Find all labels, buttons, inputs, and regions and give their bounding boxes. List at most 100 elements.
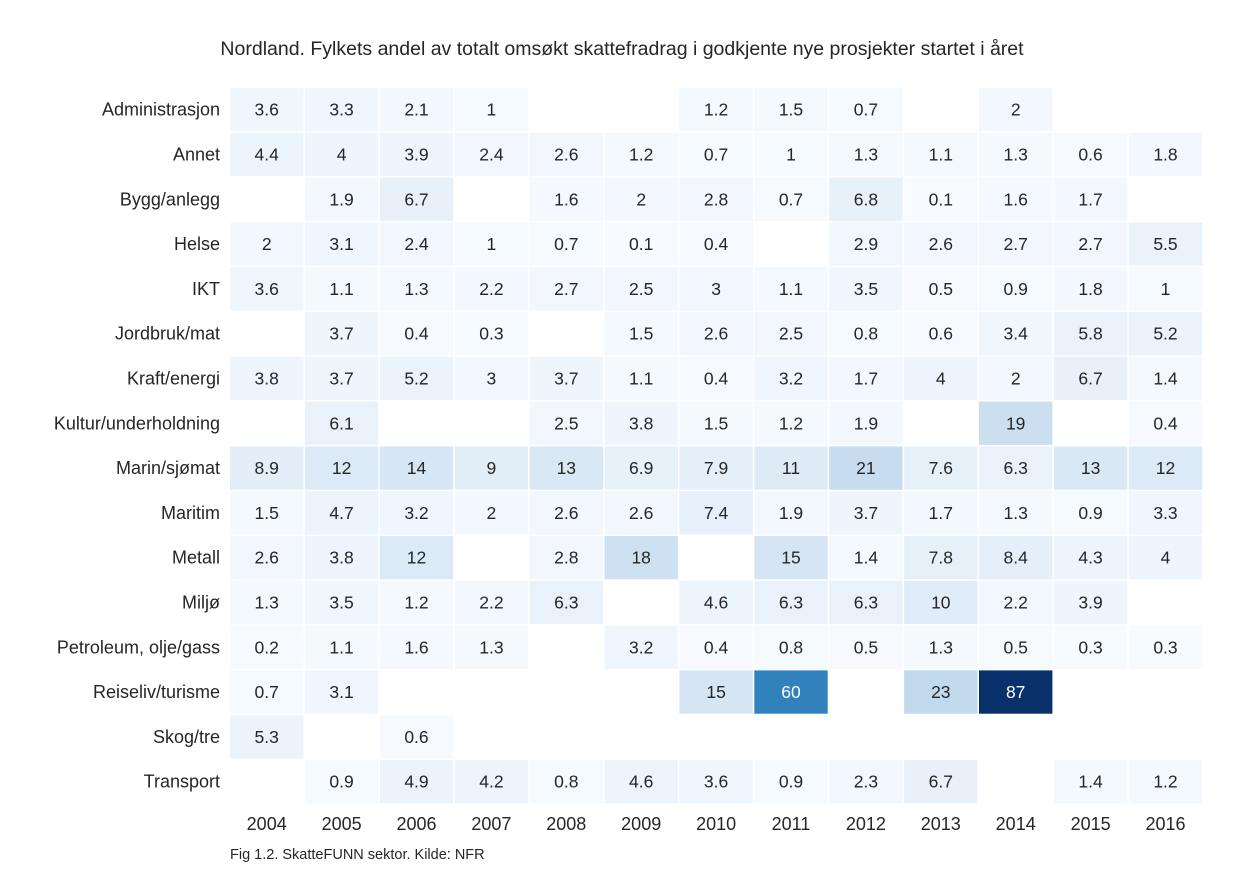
cell-value-label: 0.8	[854, 324, 878, 344]
row-label-administrasjon: Administrasjon	[102, 100, 220, 120]
cell-value-label: 3.9	[404, 144, 428, 164]
cell-value-label: 18	[631, 548, 650, 568]
heatmap-cell-bygg-anlegg-2006	[379, 177, 454, 221]
heatmap-cell-maritim-2013	[904, 491, 978, 535]
heatmap-cell-miljø-2010	[679, 580, 753, 625]
cell-value-label: 1.2	[704, 100, 728, 120]
heatmap-cell-metall-2006	[379, 536, 454, 580]
heatmap-cell-kraft-energi-2011	[754, 356, 828, 401]
heatmap-cell-miljø-2007	[454, 580, 529, 625]
heatmap-cell-metall-2014	[979, 536, 1053, 580]
heatmap-cell-jordbruk-mat-2015	[1053, 312, 1128, 356]
cell-value-label: 0.1	[629, 234, 653, 254]
heatmap-cell-petroleum-olje-gass-2011	[754, 625, 828, 669]
cell-value-label: 1.3	[929, 637, 953, 657]
cell-value-label: 4.2	[479, 772, 503, 792]
cell-value-label: 0.3	[1153, 637, 1177, 657]
cell-value-label: 0.3	[1078, 637, 1102, 657]
heatmap-cell-transport-2009	[604, 760, 678, 804]
heatmap-cell-kraft-energi-2012	[829, 356, 903, 401]
cell-value-label: 0.9	[1078, 503, 1102, 523]
cell-value-label: 0.7	[704, 144, 728, 164]
column-label-2006: 2006	[396, 814, 436, 834]
cell-value-label: 2.6	[929, 234, 953, 254]
cell-value-label: 6.7	[929, 772, 953, 792]
heatmap-cell-jordbruk-mat-2016	[1128, 312, 1203, 356]
row-label-annet: Annet	[173, 144, 220, 164]
column-label-2005: 2005	[322, 814, 362, 834]
heatmap-cell-administrasjon-2010	[679, 88, 753, 132]
cell-value-label: 1.1	[629, 368, 653, 388]
cell-value-label: 3.2	[629, 637, 653, 657]
cell-value-label: 2.6	[255, 548, 279, 568]
cell-value-label: 4.4	[255, 144, 280, 164]
cell-value-label: 3.1	[329, 682, 353, 702]
cell-value-label: 3.6	[255, 279, 279, 299]
heatmap-cell-maritim-2006	[379, 491, 454, 535]
cell-value-label: 4.3	[1078, 548, 1102, 568]
cell-value-label: 7.9	[704, 458, 728, 478]
cell-value-label: 0.9	[779, 772, 803, 792]
heatmap-cell-transport-2008	[529, 760, 603, 804]
heatmap-cell-bygg-anlegg-2010	[679, 177, 753, 221]
heatmap-cell-ikt-2014	[979, 267, 1053, 311]
cell-value-label: 1.2	[629, 144, 653, 164]
heatmap-cell-ikt-2011	[754, 267, 828, 311]
cell-value-label: 0.2	[255, 637, 279, 657]
heatmap-cell-metall-2016	[1128, 536, 1203, 580]
heatmap-cell-ikt-2015	[1053, 267, 1128, 311]
cell-value-label: 5.3	[255, 727, 279, 747]
heatmap-cell-transport-2015	[1053, 760, 1128, 804]
cell-value-label: 2	[1011, 100, 1021, 120]
row-label-ikt: IKT	[192, 279, 220, 299]
heatmap-cell-transport-2012	[829, 760, 903, 804]
heatmap-cell-bygg-anlegg-2012	[829, 177, 903, 221]
heatmap-cell-marin-sjømat-2012	[829, 446, 903, 490]
heatmap-cell-maritim-2010	[679, 491, 753, 535]
cell-value-label: 6.3	[779, 592, 803, 612]
cell-value-label: 2.4	[404, 234, 429, 254]
cell-value-label: 0.5	[1004, 637, 1028, 657]
cell-value-label: 1.3	[1004, 144, 1028, 164]
column-label-2016: 2016	[1145, 814, 1185, 834]
cell-value-label: 0.6	[1078, 144, 1102, 164]
heatmap-cell-annet-2014	[979, 132, 1053, 177]
cell-value-label: 0.4	[704, 368, 729, 388]
heatmap-cell-annet-2010	[679, 132, 753, 177]
heatmap-cell-marin-sjømat-2010	[679, 446, 753, 490]
heatmap-cell-maritim-2012	[829, 491, 903, 535]
heatmap-cell-jordbruk-mat-2013	[904, 312, 978, 356]
row-label-reiseliv-turisme: Reiseliv/turisme	[93, 682, 220, 702]
heatmap-cell-helse-2004	[230, 222, 304, 266]
heatmap-cell-kultur-underholdning-2009	[604, 401, 678, 445]
heatmap-cell-bygg-anlegg-2014	[979, 177, 1053, 221]
heatmap-cell-annet-2009	[604, 132, 678, 177]
cell-value-label: 4.6	[704, 592, 728, 612]
column-label-2009: 2009	[621, 814, 661, 834]
heatmap-cell-maritim-2007	[454, 491, 529, 535]
heatmap-cell-petroleum-olje-gass-2005	[304, 625, 379, 669]
heatmap-cell-kraft-energi-2004	[230, 356, 304, 401]
heatmap-cell-helse-2010	[679, 222, 753, 266]
cell-value-label: 87	[1006, 682, 1025, 702]
cell-value-label: 3.8	[329, 548, 353, 568]
cell-value-label: 6.3	[1004, 458, 1028, 478]
cell-value-label: 2.7	[554, 279, 578, 299]
row-label-helse: Helse	[174, 234, 220, 254]
heatmap-cell-helse-2014	[979, 222, 1053, 266]
heatmap-cell-skog-tre-2004	[230, 715, 304, 759]
cell-value-label: 11	[782, 458, 800, 478]
cell-value-label: 4.7	[329, 503, 353, 523]
cell-value-label: 6.8	[854, 189, 878, 209]
heatmap-cell-annet-2005	[304, 132, 379, 177]
heatmap-cell-jordbruk-mat-2006	[379, 312, 454, 356]
heatmap-cell-jordbruk-mat-2009	[604, 312, 678, 356]
cell-value-label: 1.7	[929, 503, 953, 523]
heatmap-cell-ikt-2012	[829, 267, 903, 311]
heatmap-cell-helse-2016	[1128, 222, 1203, 266]
heatmap-cell-helse-2015	[1053, 222, 1128, 266]
cell-value-label: 2.6	[629, 503, 653, 523]
heatmap-cell-annet-2006	[379, 132, 454, 177]
cell-value-label: 2.6	[554, 144, 578, 164]
heatmap-cell-kraft-energi-2016	[1128, 356, 1203, 401]
